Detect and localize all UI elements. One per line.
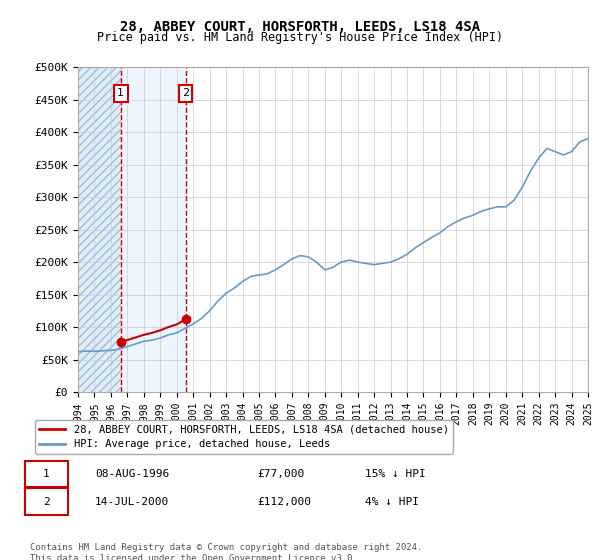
Legend: 28, ABBEY COURT, HORSFORTH, LEEDS, LS18 4SA (detached house), HPI: Average price: 28, ABBEY COURT, HORSFORTH, LEEDS, LS18 … <box>35 420 453 454</box>
Bar <box>78 67 121 392</box>
Text: 2: 2 <box>182 88 189 98</box>
Text: Price paid vs. HM Land Registry's House Price Index (HPI): Price paid vs. HM Land Registry's House … <box>97 31 503 44</box>
Text: £112,000: £112,000 <box>257 497 311 507</box>
Text: 4% ↓ HPI: 4% ↓ HPI <box>365 497 419 507</box>
FancyBboxPatch shape <box>25 461 68 487</box>
Text: Contains HM Land Registry data © Crown copyright and database right 2024.
This d: Contains HM Land Registry data © Crown c… <box>30 543 422 560</box>
Text: 28, ABBEY COURT, HORSFORTH, LEEDS, LS18 4SA: 28, ABBEY COURT, HORSFORTH, LEEDS, LS18 … <box>120 20 480 34</box>
Text: 14-JUL-2000: 14-JUL-2000 <box>95 497 169 507</box>
Text: 08-AUG-1996: 08-AUG-1996 <box>95 469 169 479</box>
Text: 1: 1 <box>43 469 50 479</box>
Text: 2: 2 <box>43 497 50 507</box>
Text: £77,000: £77,000 <box>257 469 304 479</box>
Text: 15% ↓ HPI: 15% ↓ HPI <box>365 469 425 479</box>
FancyBboxPatch shape <box>25 488 68 515</box>
Bar <box>121 67 185 392</box>
Text: 1: 1 <box>117 88 124 98</box>
